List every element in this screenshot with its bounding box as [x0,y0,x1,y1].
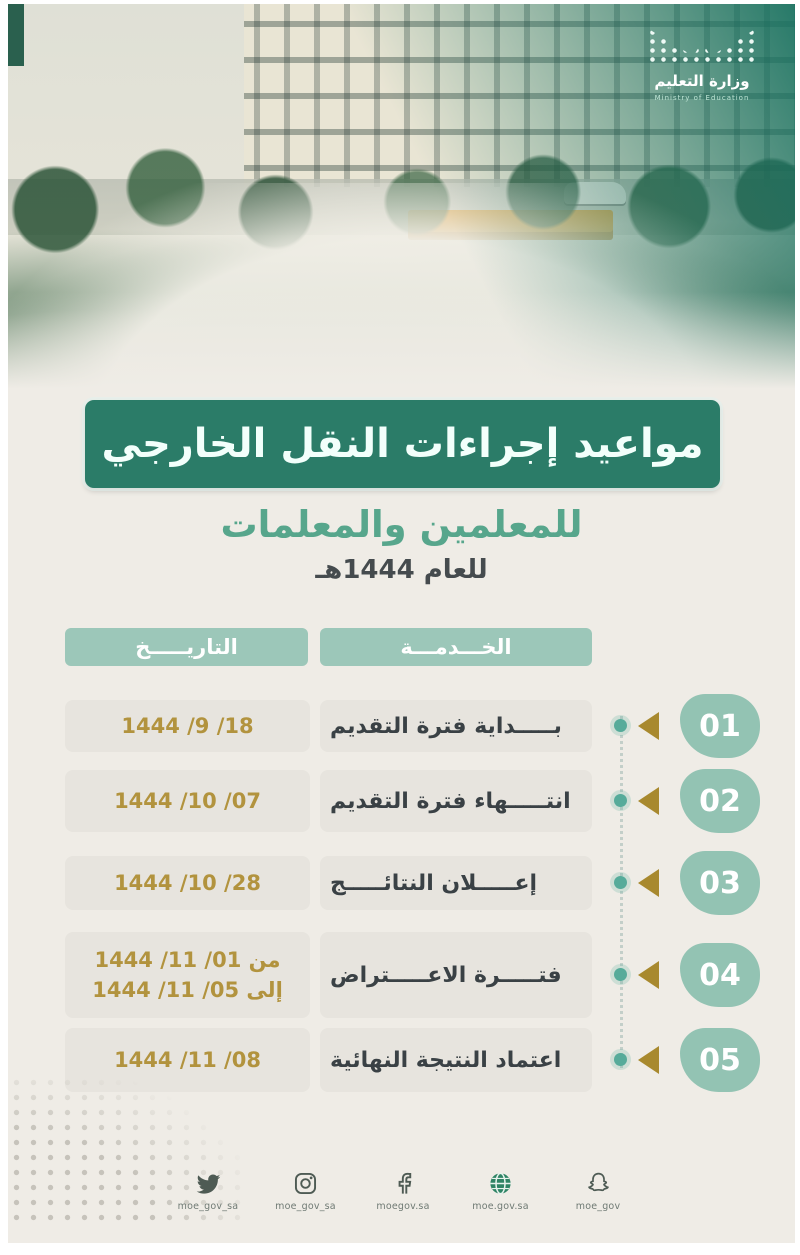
date-cell: من 01/ 11/ 1444 إلى 05/ 11/ 1444 [65,932,310,1018]
arrow-left-icon [638,787,659,815]
step-number-badge: 03 [680,851,760,915]
date-value: 18/ 9/ 1444 [121,713,254,738]
bottom-fade [8,292,795,402]
subtitle-year: للعام 1444هـ [315,555,488,585]
logo-title: وزارة التعليم [654,72,750,90]
step-number-badge: 02 [680,769,760,833]
social-handle: moe.gov.sa [472,1201,529,1212]
timeline-dot-icon [614,968,627,981]
date-value: 28/ 10/ 1444 [114,870,261,895]
social-instagram[interactable]: moe_gov_sa [264,1170,348,1232]
timeline-dotted-line [620,716,623,1068]
header-photo: وزارة التعليم Ministry of Education [8,4,795,402]
halftone-decor [8,1075,243,1225]
social-handle: moe_gov [575,1201,621,1212]
twitter-icon [196,1174,220,1194]
service-label: بـــــداية فترة التقديم [330,713,562,739]
social-snapchat[interactable]: moe_gov [556,1170,640,1232]
service-label: إعـــــلان النتائـــــج [330,870,538,896]
service-cell: اعتماد النتيجة النهائية [320,1028,592,1092]
globe-icon [490,1172,511,1195]
service-cell: انتـــــهاء فترة التقديم [320,770,592,832]
column-header-date: التاريـــــخ [65,628,308,666]
service-cell: فتـــــرة الاعـــــتراض [320,932,592,1018]
moe-logo: وزارة التعليم Ministry of Education [637,26,767,116]
social-bar: moe_gov_sa moe_gov_sa moegov.sa [166,1170,640,1232]
subtitle-audience: للمعلمين والمعلمات [220,503,583,546]
date-cell: 28/ 10/ 1444 [65,856,310,910]
step-number-badge: 05 [680,1028,760,1092]
title-banner: مواعيد إجراءات النقل الخارجي [85,400,720,488]
social-handle: moe_gov_sa [177,1201,239,1212]
poster: وزارة التعليم Ministry of Education مواع… [8,4,795,1243]
date-value: 07/ 10/ 1444 [114,788,261,813]
corner-accent [8,4,24,66]
page-title: مواعيد إجراءات النقل الخارجي [101,421,704,467]
snapchat-icon [587,1172,609,1192]
arrow-left-icon [638,1046,659,1074]
timeline-dot-icon [614,1053,627,1066]
date-value: 08/ 11/ 1444 [114,1047,261,1072]
date-value-from: من 01/ 11/ 1444 [94,947,281,972]
table-row: 28/ 10/ 1444 إعـــــلان النتائـــــج 03 [8,851,795,915]
date-value-to: إلى 05/ 11/ 1444 [92,978,283,1002]
step-number-badge: 04 [680,943,760,1007]
service-label: انتـــــهاء فترة التقديم [330,788,571,814]
arrow-left-icon [638,712,659,740]
moe-emblem-icon [647,28,757,64]
arrow-left-icon [638,869,659,897]
instagram-icon [294,1172,317,1195]
social-twitter[interactable]: moe_gov_sa [166,1170,250,1232]
service-label: فتـــــرة الاعـــــتراض [330,962,562,988]
service-label: اعتماد النتيجة النهائية [330,1047,562,1073]
logo-subtitle: Ministry of Education [654,94,750,102]
column-header-service: الخـــدمـــة [320,628,592,666]
table-row: 07/ 10/ 1444 انتـــــهاء فترة التقديم 02 [8,769,795,833]
social-handle: moe_gov_sa [275,1201,336,1212]
table-row: 18/ 9/ 1444 بـــــداية فترة التقديم 01 [8,694,795,758]
date-cell: 07/ 10/ 1444 [65,770,310,832]
service-cell: بـــــداية فترة التقديم [320,700,592,752]
date-cell: 18/ 9/ 1444 [65,700,310,752]
social-facebook[interactable]: moegov.sa [361,1170,445,1232]
social-website[interactable]: moe.gov.sa [459,1170,543,1232]
arrow-left-icon [638,961,659,989]
timeline-dot-icon [614,876,627,889]
timeline-dot-icon [614,794,627,807]
table-row: من 01/ 11/ 1444 إلى 05/ 11/ 1444 فتـــــ… [8,932,795,1018]
service-cell: إعـــــلان النتائـــــج [320,856,592,910]
step-number-badge: 01 [680,694,760,758]
facebook-icon [398,1172,411,1194]
social-handle: moegov.sa [376,1201,430,1212]
timeline-dot-icon [614,719,627,732]
